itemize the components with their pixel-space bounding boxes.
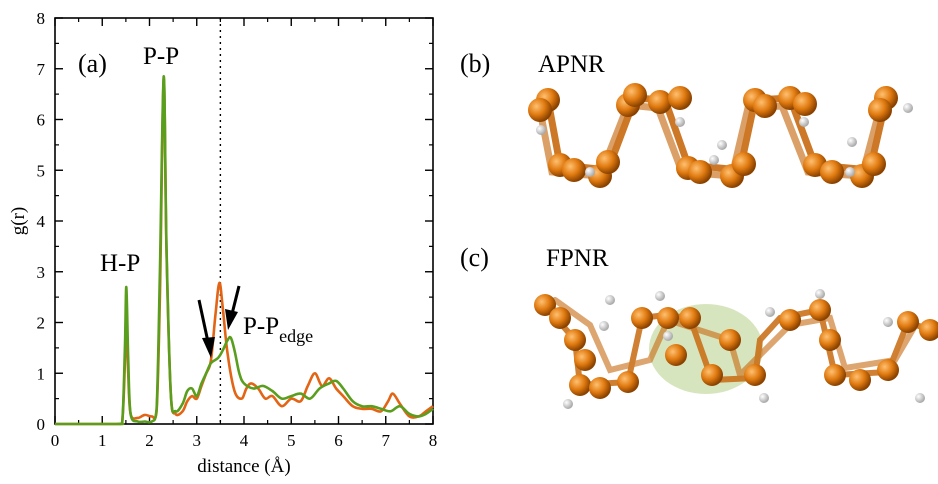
x-axis-label: distance (Å) <box>197 456 290 477</box>
ppedge-subscript: edge <box>279 326 313 346</box>
panel-c-tag: (c) <box>460 243 489 272</box>
y-tick-label: 3 <box>37 263 46 282</box>
x-tick-label: 6 <box>334 431 343 450</box>
x-tick-label: 4 <box>240 431 249 450</box>
ppedge-peak-label: P-Pedge <box>243 313 313 346</box>
x-tick-label: 7 <box>382 431 391 450</box>
x-tick-label: 8 <box>429 431 438 450</box>
pp-peak-label: P-P <box>143 43 179 70</box>
y-tick-label: 7 <box>37 60 46 79</box>
series-line-2 <box>55 75 434 426</box>
axis-ticks <box>54 17 434 425</box>
series-layer <box>55 75 434 426</box>
y-tick-label: 6 <box>37 111 46 130</box>
x-tick-label: 0 <box>51 431 60 450</box>
panel-b-tag: (b) <box>460 49 490 78</box>
y-tick-label: 1 <box>37 364 46 383</box>
y-tick-label: 8 <box>37 9 46 28</box>
panel-c: (c) FPNR <box>460 243 938 409</box>
rdf-chart: 0 1 2 3 4 5 6 7 8 0 1 2 3 4 5 6 7 8 distance (Å) g(r) (a… <box>8 9 437 477</box>
plot-frame <box>54 17 434 425</box>
hp-peak-label: H-P <box>100 250 140 277</box>
y-tick-label: 4 <box>37 212 46 231</box>
x-tick-label: 5 <box>287 431 296 450</box>
panel-c-title: FPNR <box>546 245 609 272</box>
edge-highlight <box>649 304 763 394</box>
panel-b-title: APNR <box>538 51 605 78</box>
y-tick-labels: 0 1 2 3 4 5 6 7 8 <box>37 9 46 434</box>
panel-a-tag: (a) <box>78 49 107 78</box>
y-axis-label: g(r) <box>8 207 29 235</box>
x-tick-label: 2 <box>145 431 154 450</box>
y-tick-label: 0 <box>37 415 46 434</box>
panel-b: (b) APNR <box>460 49 913 188</box>
edge-arrow-right <box>225 285 241 330</box>
apnr-structure <box>528 83 913 188</box>
x-tick-labels: 0 1 2 3 4 5 6 7 8 <box>51 431 438 450</box>
ppedge-main: P-P <box>243 313 279 340</box>
x-tick-label: 3 <box>193 431 202 450</box>
series-line-1 <box>55 77 434 426</box>
edge-arrow-left <box>197 299 215 358</box>
x-tick-label: 1 <box>98 431 107 450</box>
y-tick-label: 2 <box>37 314 46 333</box>
fpnr-structure <box>534 289 938 409</box>
y-tick-label: 5 <box>37 161 46 180</box>
